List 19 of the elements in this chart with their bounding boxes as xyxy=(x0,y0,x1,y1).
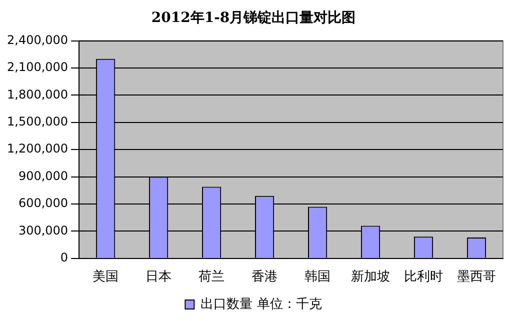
y-tick-label: 1,200,000 xyxy=(6,142,68,156)
x-tick-label: 墨西哥 xyxy=(457,270,496,285)
y-tick-label: 900,000 xyxy=(18,168,68,183)
x-tick-label: 比利时 xyxy=(404,270,444,285)
x-tick-label: 荷兰 xyxy=(198,270,225,285)
x-tick-label: 日本 xyxy=(146,270,172,285)
x-tick-label: 香港 xyxy=(252,270,278,285)
y-tick-label: 0 xyxy=(60,250,68,265)
y-tick-label: 600,000 xyxy=(18,196,68,210)
y-tick-label: 1,800,000 xyxy=(6,87,68,102)
x-tick-label: 美国 xyxy=(92,268,119,285)
y-tick-label: 300,000 xyxy=(18,223,68,238)
y-tick-label: 2,400,000 xyxy=(6,32,68,47)
chart-title: 2012年1-8月锑锭出口量对比图 xyxy=(151,10,356,26)
x-tick-label: 新加坡 xyxy=(351,270,390,285)
x-tick-label: 韩国 xyxy=(304,270,331,285)
y-tick-label: 2,100,000 xyxy=(6,60,68,74)
legend-label: 出口数量 单位：千克 xyxy=(200,296,322,312)
y-tick-label: 1,500,000 xyxy=(6,114,68,129)
